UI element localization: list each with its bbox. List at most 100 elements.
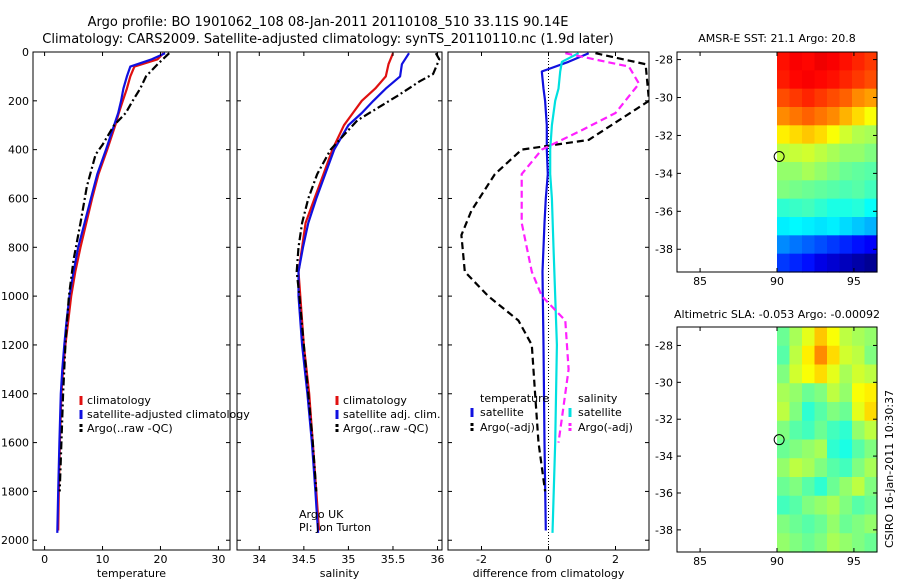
map-sst: AMSR-E SST: 21.1 Argo: 20.8 85 90 95 -28 -30 -… [655, 32, 878, 288]
map-cell [827, 345, 841, 366]
legend-title: salinity [578, 392, 618, 405]
map-cell [827, 495, 841, 516]
map-cell [864, 52, 878, 71]
map-cell [777, 364, 791, 384]
figure-title-line2: Climatology: CARS2009. Satellite-adjuste… [42, 32, 614, 47]
side-label: CSIRO 16-Jan-2011 10:30:37 [883, 390, 896, 548]
x-axis-label: difference from climatology [473, 567, 625, 580]
map-cell [852, 162, 866, 181]
map-x-tick-label: 90 [770, 555, 784, 568]
x-tick-label: 0 [41, 553, 48, 566]
map-cell [814, 180, 828, 200]
map-cell [827, 88, 841, 108]
y-tick-label: 0 [22, 46, 29, 59]
map-cell [802, 88, 816, 108]
x-tick-label: 30 [211, 553, 225, 566]
y-tick-label: 2000 [1, 534, 29, 547]
map-cell [839, 198, 853, 218]
map-cell [789, 458, 803, 478]
annotation-text: Argo UK [299, 508, 344, 521]
map-cell [789, 253, 803, 273]
y-tick-label: 800 [8, 241, 29, 254]
legend-label: Argo(..raw -QC) [87, 422, 173, 435]
map-cell [839, 217, 853, 236]
map-cell [814, 364, 828, 384]
map-cell [852, 180, 866, 200]
map-cell [839, 235, 853, 255]
map-cell [789, 180, 803, 200]
map-title: AMSR-E SST: 21.1 Argo: 20.8 [698, 32, 856, 45]
map-cell [864, 477, 878, 497]
map-cell [777, 383, 791, 403]
map-y-tick-label: -32 [655, 129, 673, 142]
map-cell [777, 495, 791, 516]
map-cell [852, 439, 866, 459]
map-cell [814, 125, 828, 145]
map-cell [777, 198, 791, 218]
map-cell [777, 402, 791, 422]
x-tick-label: 2 [612, 553, 619, 566]
map-cell [852, 364, 866, 384]
map-cell [852, 327, 866, 347]
map-cell [777, 107, 791, 126]
x-tick-label: 35.5 [381, 553, 406, 566]
map-cell [864, 439, 878, 459]
map-cell [777, 70, 791, 90]
map-cell [802, 345, 816, 366]
map-cell [814, 162, 828, 181]
map-y-tick-label: -28 [655, 339, 673, 352]
figure-title-line1: Argo profile: BO 1901062_108 08-Jan-2011… [88, 15, 569, 30]
x-tick-label: 34 [252, 553, 266, 566]
map-cell [827, 70, 841, 90]
map-cell [814, 458, 828, 478]
annotation-text: PI: Jon Turton [299, 521, 371, 534]
series-group [56, 52, 170, 533]
map-y-tick-label: -32 [655, 413, 673, 426]
map-cell [814, 514, 828, 534]
map-cell [839, 402, 853, 422]
map-cell [839, 52, 853, 71]
map-cell [777, 162, 791, 181]
map-cell [789, 345, 803, 366]
map-cell [802, 420, 816, 441]
map-cell [852, 383, 866, 403]
x-tick-label: 10 [96, 553, 110, 566]
map-cell [827, 217, 841, 236]
map-cell [839, 533, 853, 553]
panel-salinity: 34 34.5 35 35.5 36 salinity climatologysatelli… [236, 51, 445, 580]
map-cell [864, 198, 878, 218]
map-cell [814, 198, 828, 218]
map-cell [789, 162, 803, 181]
map-cell [864, 383, 878, 403]
map-cell [827, 52, 841, 71]
map-cell [839, 70, 853, 90]
map-cell [802, 533, 816, 553]
map-cell [864, 458, 878, 478]
map-cell [814, 533, 828, 553]
map-cell [789, 495, 803, 516]
map-cell [827, 383, 841, 403]
legend-label: satellite-adjusted climatology [87, 408, 250, 421]
map-cell [864, 217, 878, 236]
map-cell [864, 253, 878, 273]
map-cell [839, 420, 853, 441]
map-cell [827, 235, 841, 255]
map-cell [802, 402, 816, 422]
map-cell [827, 253, 841, 273]
map-cell [802, 514, 816, 534]
map-cell [864, 345, 878, 366]
map-cell [789, 439, 803, 459]
panel-temperature: 0 10 20 30 0 200 400 600 800 1000 1200 1400 1600 1800… [1, 46, 250, 580]
map-cell [802, 383, 816, 403]
map-x-tick-label: 85 [693, 555, 707, 568]
map-cell [814, 495, 828, 516]
map-cell [839, 253, 853, 273]
map-cell [827, 125, 841, 145]
series-line-salinity-2 [295, 52, 441, 492]
map-cell [789, 327, 803, 347]
map-cell [777, 477, 791, 497]
map-cell [839, 125, 853, 145]
map-y-tick-label: -28 [655, 54, 673, 67]
map-cell [827, 420, 841, 441]
